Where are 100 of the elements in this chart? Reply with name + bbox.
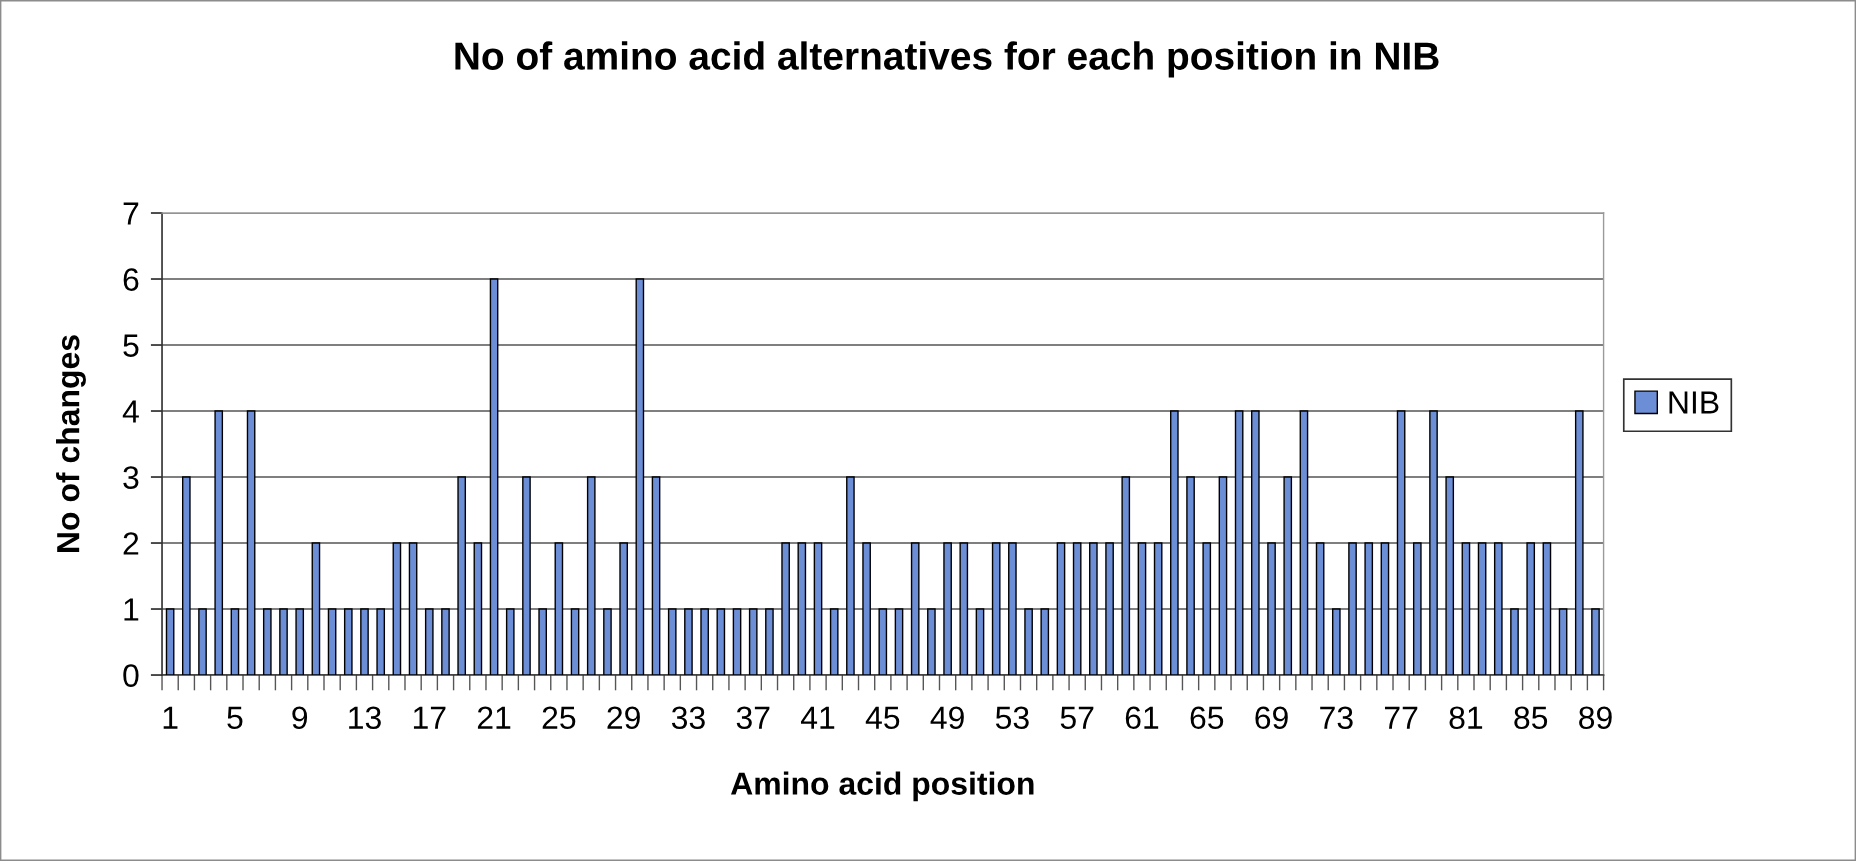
bar: [1105, 542, 1114, 676]
x-tick-label: 9: [292, 706, 308, 730]
bar: [554, 542, 564, 676]
bar: [327, 608, 337, 676]
x-tick-label: 41: [800, 706, 835, 729]
y-tick-label: 1: [124, 598, 139, 621]
x-tick-label: 73: [1320, 706, 1353, 730]
bar: [748, 608, 758, 676]
bar: [829, 608, 839, 676]
x-tick-label: 1: [163, 706, 178, 729]
y-tick-label: 3: [123, 466, 139, 489]
bar: [765, 608, 774, 676]
x-tick-label: 85: [1514, 706, 1548, 730]
bar: [181, 476, 191, 676]
bar: [667, 608, 677, 676]
bar: [586, 476, 596, 676]
y-tick-label: 2: [123, 532, 139, 555]
bar: [311, 542, 321, 676]
bar: [1170, 410, 1179, 676]
bar: [1331, 608, 1341, 676]
bar: [489, 278, 499, 676]
bar: [1396, 410, 1406, 676]
bar: [781, 542, 790, 676]
bar: [570, 608, 580, 676]
bar: [1056, 542, 1066, 676]
bar: [1526, 542, 1536, 676]
bar: [360, 608, 369, 676]
bar: [1121, 476, 1131, 676]
bar: [619, 542, 628, 676]
x-tick-label: 49: [930, 706, 964, 730]
x-tick-label: 25: [542, 706, 576, 730]
bar: [295, 608, 305, 676]
bar: [279, 608, 288, 676]
x-tick-label: 21: [477, 706, 511, 729]
bar: [343, 608, 353, 676]
x-tick-label: 69: [1255, 706, 1288, 730]
x-tick-label: 5: [227, 706, 243, 730]
bar: [1542, 542, 1552, 676]
bar: [376, 608, 386, 676]
bar: [1153, 542, 1163, 676]
bar: [878, 608, 888, 676]
x-tick-label: 33: [671, 706, 705, 730]
x-tick-label: 13: [349, 706, 381, 730]
bar: [1380, 542, 1390, 676]
bar: [246, 410, 256, 676]
bar: [1558, 608, 1568, 676]
y-tick-label: 5: [123, 334, 139, 357]
bar: [424, 608, 434, 676]
bar: [473, 542, 483, 676]
x-tick-label: 45: [865, 706, 900, 730]
bar: [457, 476, 467, 676]
bar: [214, 410, 224, 676]
x-tick-label: 53: [995, 706, 1029, 730]
bar: [1202, 542, 1212, 676]
bar: [392, 542, 402, 676]
bar: [1137, 542, 1147, 676]
y-tick-label: 7: [123, 202, 139, 225]
bar: [441, 608, 450, 676]
x-tick-label: 89: [1579, 706, 1612, 730]
bar: [230, 608, 240, 676]
bar: [943, 542, 952, 676]
bar: [1348, 542, 1357, 676]
y-tick-label: 4: [122, 400, 139, 423]
bar: [408, 542, 418, 676]
bar: [165, 608, 175, 676]
bar: [975, 608, 985, 676]
x-axis-title: Amino acid position: [730, 771, 1034, 802]
bar: [991, 542, 1001, 676]
bar: [1008, 542, 1017, 676]
x-tick-label: 17: [413, 706, 446, 729]
x-tick-label: 37: [736, 706, 770, 730]
x-tick-label: 65: [1190, 706, 1224, 730]
bar: [910, 542, 920, 676]
bar: [1267, 542, 1276, 676]
bar: [505, 608, 515, 676]
bar: [1251, 410, 1260, 676]
x-tick-label: 77: [1384, 706, 1418, 729]
bar: [927, 608, 936, 676]
bar: [538, 608, 548, 676]
bar: [1040, 608, 1050, 676]
x-tick-label: 57: [1060, 706, 1094, 730]
chart-title: No of amino acid alternatives for each position in NIB: [455, 41, 1439, 78]
bar: [1072, 542, 1082, 676]
bar: [522, 476, 531, 676]
legend-label: NIB: [1669, 391, 1719, 414]
bar: [797, 542, 807, 676]
bar: [1445, 476, 1455, 676]
bar: [262, 608, 272, 676]
bar: [813, 542, 823, 676]
bar: [1429, 410, 1438, 676]
bar: [1364, 542, 1374, 676]
bar: [1510, 608, 1519, 676]
bar: [1283, 476, 1293, 676]
y-tick-label: 0: [123, 664, 139, 687]
bar: [1299, 410, 1309, 676]
bar: [684, 608, 693, 676]
bar: [651, 476, 661, 676]
bar: [1574, 410, 1584, 676]
bar: [716, 608, 726, 676]
x-tick-label: 29: [607, 706, 640, 730]
